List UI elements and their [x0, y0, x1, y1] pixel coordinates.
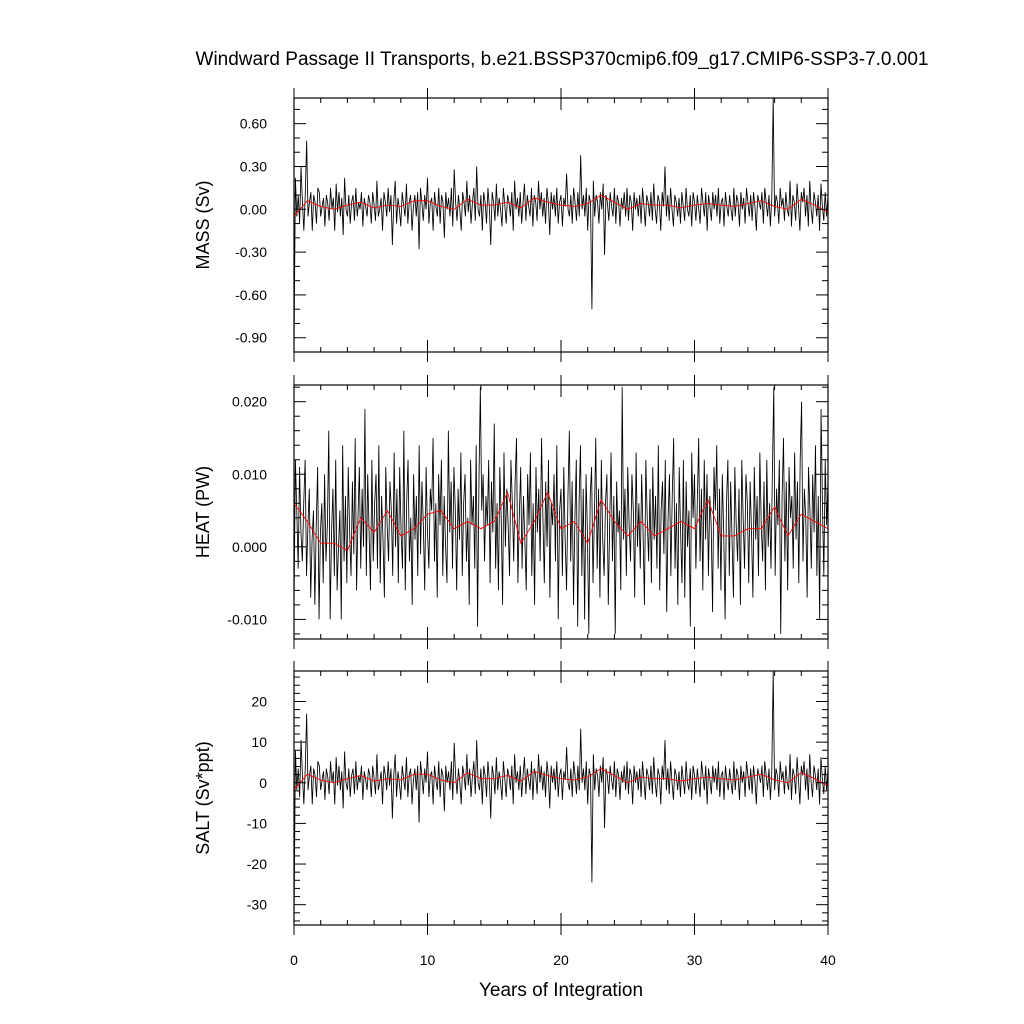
- heat-panel: -0.010 0.000 0.010 0.020 HEAT (PW): [193, 375, 829, 649]
- mass-ytick-label: -0.60: [235, 287, 267, 303]
- heat-ytick-label: 0.000: [232, 539, 267, 555]
- mass-ytick-label: -0.30: [235, 244, 267, 260]
- heat-series-monthly-line: [294, 387, 828, 634]
- mass-series-monthly-line: [294, 98, 828, 352]
- heat-ytick-label: 0.010: [232, 466, 267, 482]
- mass-ytick-label: 0.60: [240, 116, 267, 132]
- mass-series-annual-line: [294, 194, 828, 217]
- xtick-label: 10: [420, 952, 436, 968]
- mass-panel: -0.90 -0.60 -0.30 0.00 0.30 0.60 MASS (Sv): [193, 88, 829, 362]
- mass-ytick-label: 0.00: [240, 201, 267, 217]
- xtick-label: 40: [820, 952, 836, 968]
- heat-y-axis-label: HEAT (PW): [193, 466, 213, 558]
- heat-series-annual-line: [294, 491, 828, 552]
- salt-ytick-label: -30: [247, 897, 267, 913]
- mass-y-axis-label: MASS (Sv): [193, 180, 213, 269]
- salt-ytick-label: -10: [247, 815, 267, 831]
- mass-ytick-label: -0.90: [235, 330, 267, 346]
- chart-title: Windward Passage II Transports, b.e21.BS…: [196, 49, 929, 70]
- salt-series-monthly-line: [294, 671, 828, 925]
- salt-series-annual-line: [294, 768, 828, 791]
- xtick-label: 0: [290, 952, 298, 968]
- salt-ytick-label: -20: [247, 856, 267, 872]
- salt-ytick-label: 0: [259, 775, 267, 791]
- heat-ytick-label: 0.020: [232, 394, 267, 410]
- xtick-label: 20: [553, 952, 569, 968]
- salt-ytick-label: 20: [251, 693, 267, 709]
- salt-y-axis-label: SALT (Sv*ppt): [193, 741, 213, 854]
- mass-ytick-label: 0.30: [240, 158, 267, 174]
- x-axis-label: Years of Integration: [479, 980, 643, 1001]
- salt-ytick-label: 10: [251, 734, 267, 750]
- salt-panel: -30 -20 -10 0 10 20 SALT (Sv*ppt) 0 10 20 30 40: [193, 661, 836, 968]
- xtick-label: 30: [687, 952, 703, 968]
- heat-ytick-label: -0.010: [227, 611, 267, 627]
